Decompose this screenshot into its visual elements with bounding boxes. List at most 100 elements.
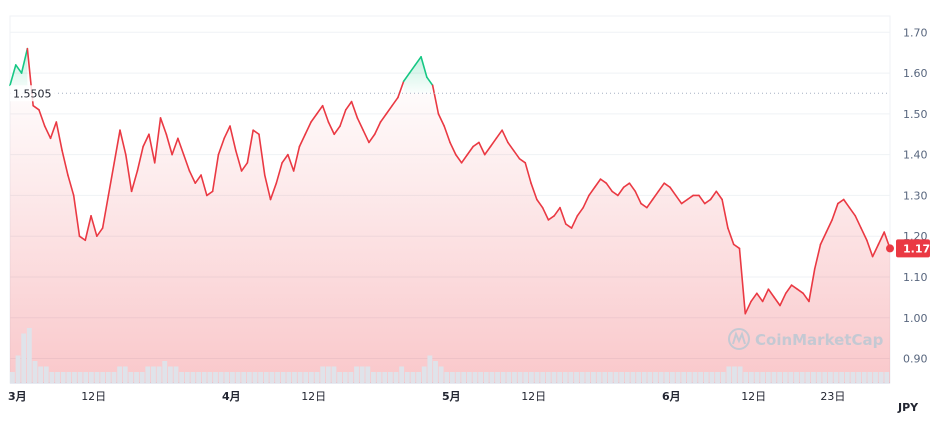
- price-segment-down: [258, 133, 266, 176]
- y-tick-label: 0.90: [903, 353, 928, 366]
- volume-bar: [844, 372, 850, 383]
- volume-bar: [297, 372, 303, 383]
- price-segment-down: [761, 288, 770, 303]
- price-segment-down: [703, 198, 712, 205]
- price-segment-down: [67, 174, 75, 197]
- price-segment-down: [564, 223, 573, 229]
- volume-bar: [861, 372, 867, 383]
- price-segment-down: [756, 292, 764, 303]
- volume-bar: [839, 372, 845, 383]
- volume-bar: [574, 372, 579, 383]
- price-area: [10, 48, 890, 383]
- x-axis: 3月 12日 4月 12日 5月 12日 6月 12日 23日 JPY: [8, 390, 919, 414]
- volume-bar: [105, 372, 111, 383]
- volume-bar: [111, 372, 117, 383]
- price-segment-down: [182, 153, 191, 172]
- price-segment-down: [211, 153, 220, 193]
- volume-bar: [850, 372, 856, 383]
- price-segment-down: [454, 153, 463, 164]
- price-segment-up: [414, 55, 422, 66]
- volume-bar: [715, 372, 720, 383]
- price-segment-down: [779, 292, 787, 307]
- volume-bar: [709, 372, 715, 383]
- price-segment-down: [275, 162, 283, 184]
- price-segment-down: [825, 219, 833, 233]
- price-segment-up: [402, 72, 411, 83]
- price-segment-down: [553, 206, 561, 217]
- price-segment-down: [113, 129, 121, 164]
- price-segment-down: [136, 145, 144, 172]
- volume-bar: [827, 372, 833, 383]
- volume-bar: [218, 372, 224, 383]
- volume-bar: [873, 372, 878, 383]
- volume-bar: [568, 372, 574, 383]
- volume-bar: [822, 372, 828, 383]
- price-segment-down: [124, 153, 133, 193]
- volume-bar: [10, 372, 15, 383]
- price-segment-down: [698, 194, 706, 205]
- price-segment-down: [177, 137, 185, 156]
- volume-bar: [884, 372, 890, 383]
- price-segment-down: [669, 186, 677, 197]
- volume-bar: [878, 372, 884, 383]
- volume-bar: [557, 372, 563, 383]
- price-segment-down: [200, 174, 208, 197]
- volume-bar: [15, 355, 21, 383]
- volume-bar: [427, 355, 433, 383]
- volume-bars: [10, 328, 890, 383]
- volume-bar: [139, 372, 145, 383]
- price-segment-down: [617, 186, 625, 197]
- volume-bar: [782, 372, 788, 383]
- volume-bar: [156, 366, 162, 383]
- price-segment-down: [385, 104, 393, 115]
- price-segment-down: [686, 194, 694, 201]
- volume-bar: [450, 372, 455, 383]
- volume-bar: [433, 361, 438, 383]
- price-segment-down: [119, 129, 127, 156]
- current-price-marker: 1.17: [886, 239, 930, 258]
- price-segment-down: [49, 121, 58, 140]
- price-segment-down: [871, 243, 880, 258]
- price-segment-down: [373, 121, 382, 136]
- volume-bar: [675, 372, 681, 383]
- volume-bar: [732, 366, 737, 383]
- price-segment-down: [142, 133, 150, 148]
- price-segment-down: [96, 227, 104, 237]
- price-segment-down: [159, 117, 168, 136]
- volume-bar: [579, 372, 585, 383]
- volume-bar: [506, 372, 512, 383]
- price-segment-down: [541, 206, 550, 221]
- volume-bar: [151, 366, 156, 383]
- price-segment-down: [188, 170, 197, 184]
- volume-bar: [371, 372, 376, 383]
- price-segment-down: [784, 284, 793, 295]
- price-segment-up: [20, 47, 29, 74]
- y-tick-label: 1.40: [903, 149, 928, 162]
- volume-bar: [77, 372, 83, 383]
- volume-bar: [489, 372, 495, 383]
- price-segment-down: [437, 113, 446, 127]
- volume-bar: [410, 372, 416, 383]
- volume-bar: [331, 366, 337, 383]
- volume-bar: [765, 372, 771, 383]
- price-segment-down: [449, 141, 457, 156]
- price-segment-down: [298, 133, 307, 148]
- volume-bar: [88, 372, 94, 383]
- volume-bar: [624, 372, 630, 383]
- green-area: [10, 48, 28, 94]
- volume-bar: [630, 372, 636, 383]
- price-segment-down: [877, 231, 886, 246]
- price-segment-down: [443, 125, 451, 144]
- red-area: [10, 93, 890, 383]
- volume-bar: [246, 372, 252, 383]
- volume-bar: [743, 372, 749, 383]
- price-segment-down: [507, 141, 515, 152]
- coinmarketcap-watermark: CoinMarketCap: [728, 328, 884, 350]
- volume-bar: [134, 372, 139, 383]
- volume-bar: [320, 366, 326, 383]
- price-segment-down: [223, 125, 231, 140]
- price-segment-down: [316, 104, 324, 115]
- volume-bar: [269, 372, 275, 383]
- volume-bar: [280, 372, 286, 383]
